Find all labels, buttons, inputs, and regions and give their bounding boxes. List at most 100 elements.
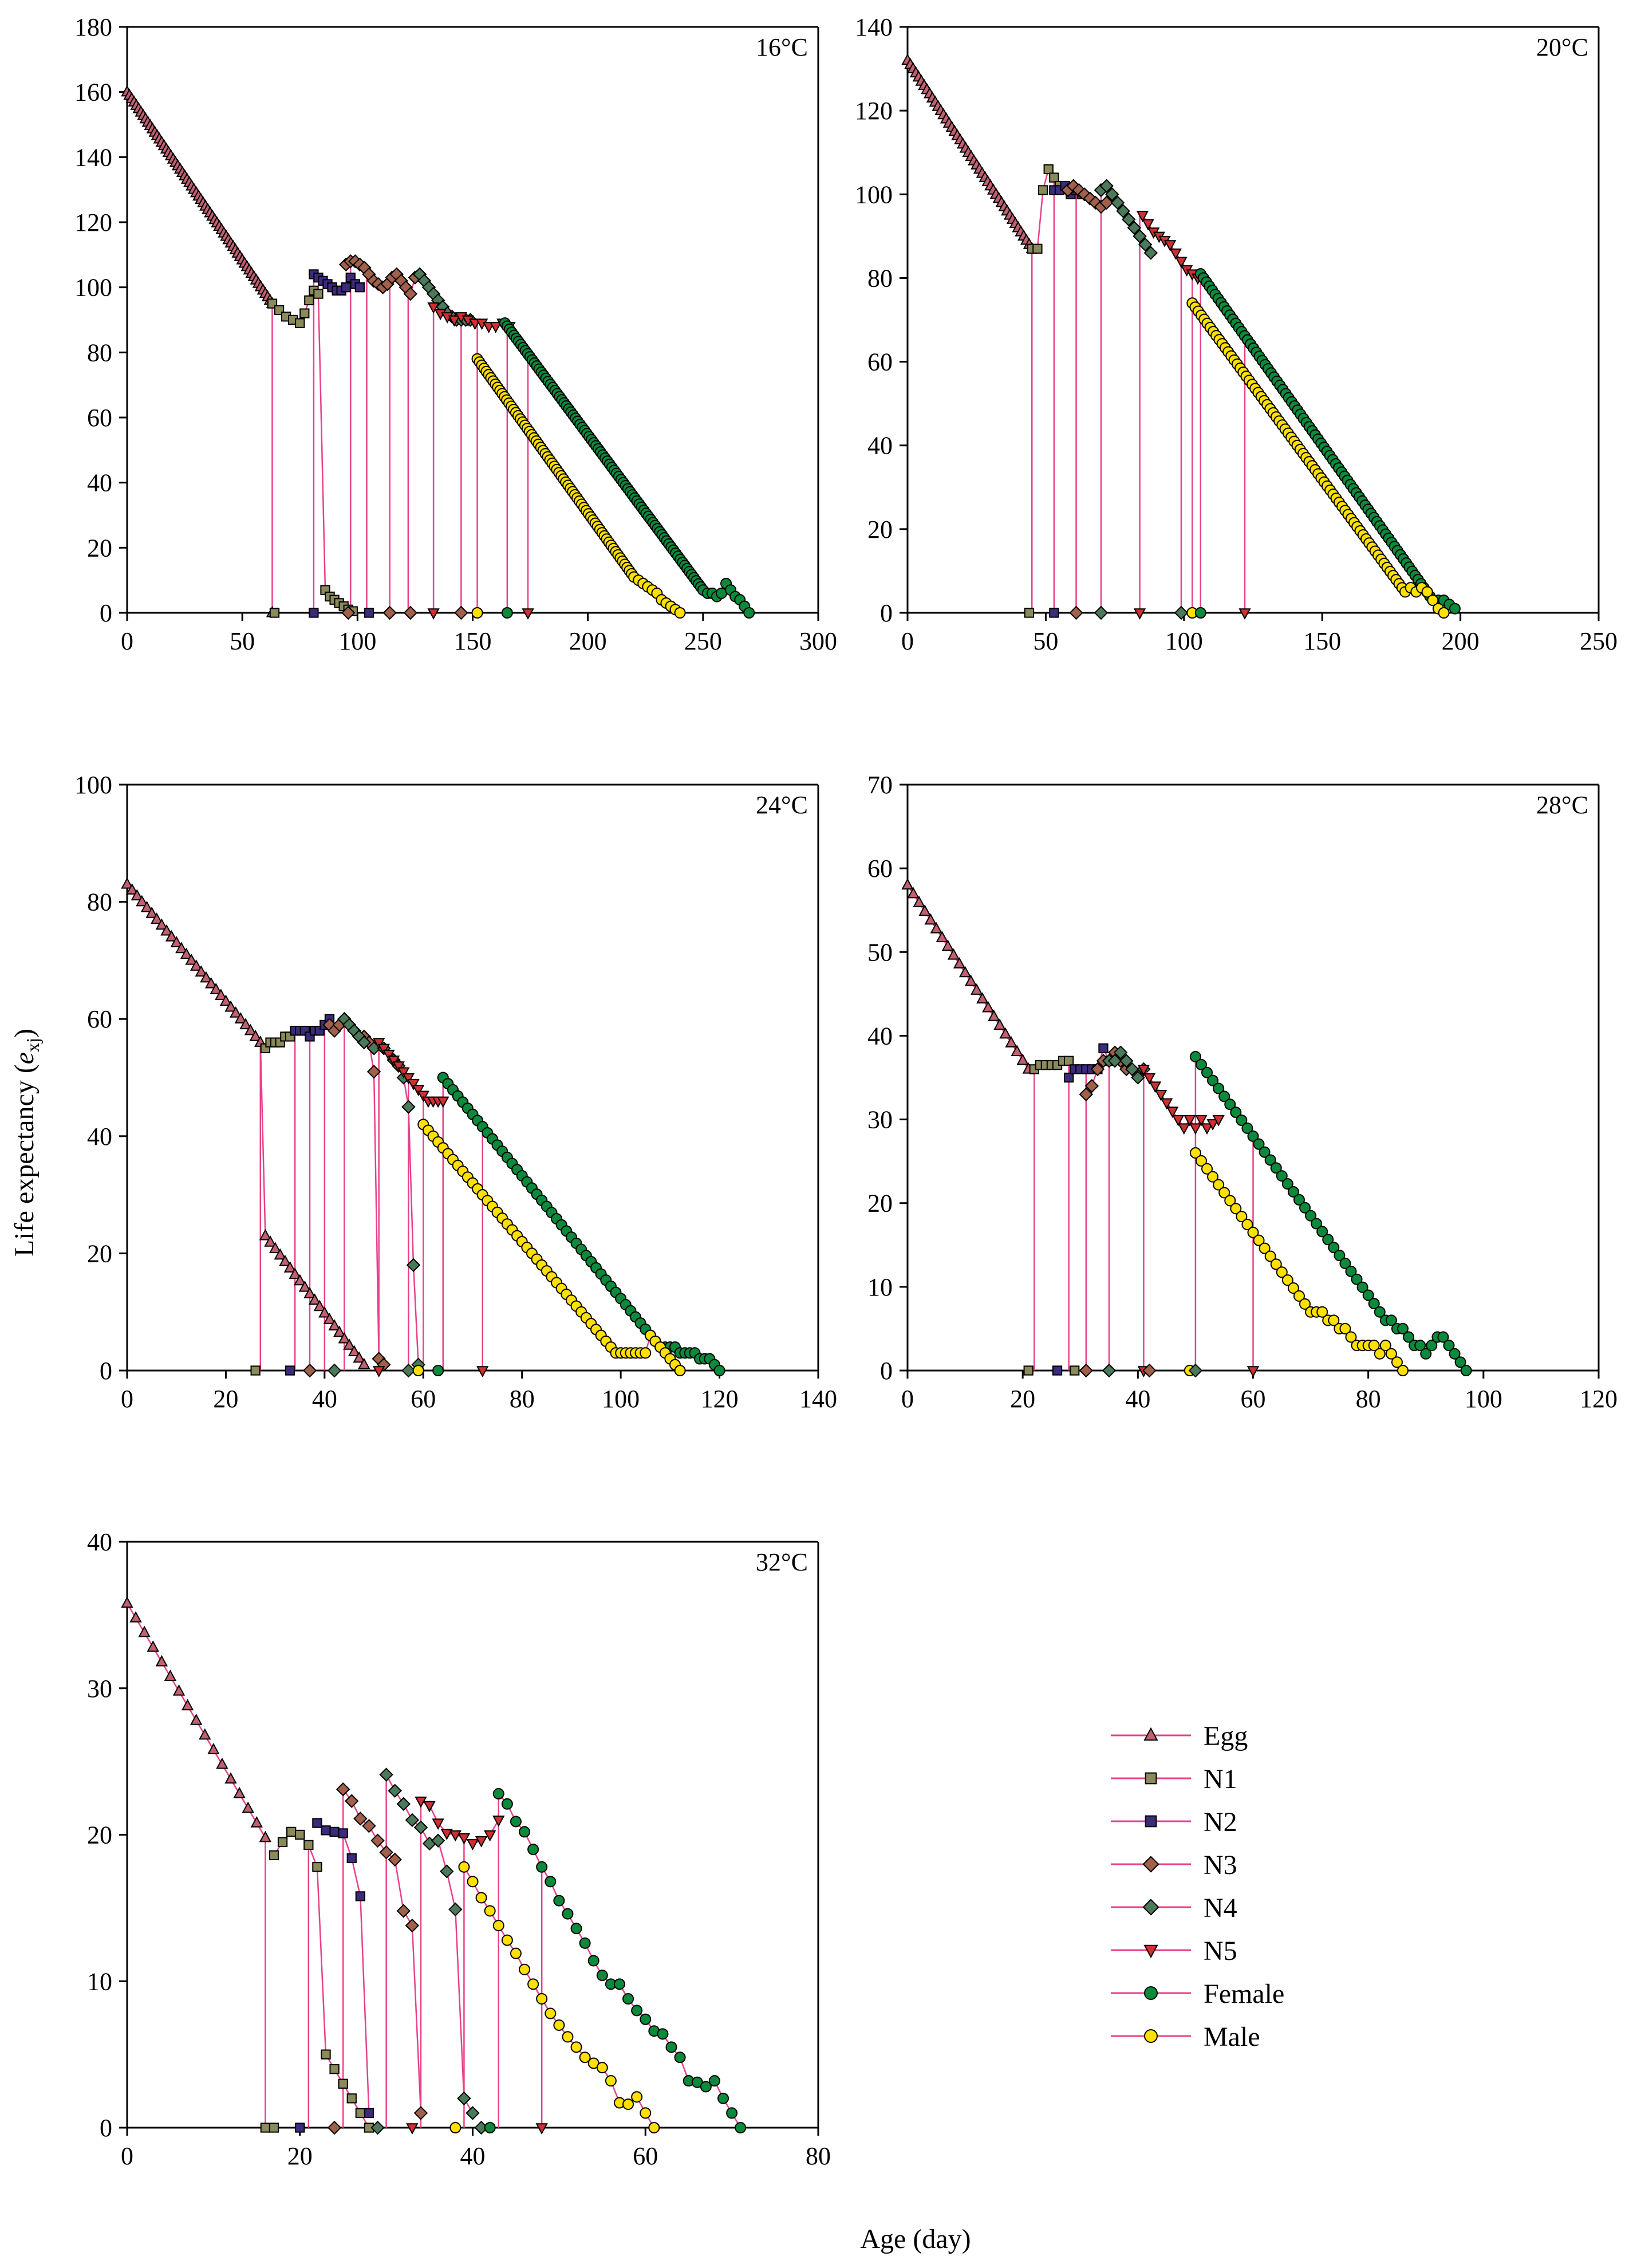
data-point: [1201, 1163, 1213, 1175]
data-point: [457, 1833, 471, 1845]
data-point: [432, 1818, 444, 1830]
data-point: [1247, 1226, 1259, 1238]
data-point: [279, 1254, 291, 1266]
data-point: [180, 947, 193, 959]
data-point: [346, 1853, 357, 1864]
data-point: [1032, 243, 1043, 254]
data-point: [165, 930, 178, 942]
zero-point: [269, 2123, 279, 2133]
stage-drop-lines: [1031, 178, 1246, 613]
data-point: [244, 1023, 257, 1035]
data-point: [1049, 172, 1059, 183]
data-point: [1088, 195, 1103, 210]
series-line: [271, 289, 353, 612]
data-point: [674, 2052, 686, 2064]
x-tick-label: 0: [901, 1385, 914, 1413]
data-point: [1420, 1348, 1432, 1360]
y-tick-label: 60: [867, 348, 893, 376]
y-tick-label: 140: [855, 13, 893, 41]
data-point: [1293, 1290, 1305, 1302]
y-tick-label: 80: [87, 338, 112, 367]
data-point: [406, 1258, 421, 1273]
temperature-label: 24°C: [756, 791, 808, 819]
data-point: [964, 974, 977, 986]
data-point: [131, 889, 143, 901]
data-point: [579, 2052, 591, 2064]
data-point: [674, 607, 686, 619]
data-point: [1038, 185, 1048, 195]
data-point: [971, 983, 983, 995]
x-tick-label: 20: [213, 1385, 238, 1413]
zero-point: [501, 607, 513, 619]
data-point: [1005, 1035, 1017, 1048]
zero-point: [1142, 1363, 1157, 1378]
data-point: [215, 989, 227, 1001]
data-point: [467, 1876, 479, 1888]
x-tick-label: 80: [1356, 1385, 1381, 1413]
data-point: [1105, 187, 1119, 202]
y-tick-label: 20: [867, 1190, 893, 1218]
data-point: [1099, 179, 1114, 193]
legend-item-n4: N4: [1111, 1893, 1237, 1923]
series-n1: [1027, 164, 1065, 254]
series-n4: [379, 1767, 480, 2120]
data-point: [377, 1044, 390, 1056]
data-point: [713, 1365, 725, 1376]
data-point: [553, 1895, 565, 1907]
data-point: [1079, 1087, 1094, 1101]
zero-point: [401, 1363, 416, 1378]
data-point: [492, 1920, 504, 1932]
data-point: [1122, 212, 1136, 227]
data-point: [1316, 1226, 1328, 1238]
data-point: [993, 1018, 1006, 1030]
zero-point: [250, 1365, 261, 1376]
data-point: [510, 1947, 522, 1959]
legend-item-egg: Egg: [1111, 1721, 1248, 1751]
temperature-label: 32°C: [756, 1548, 808, 1576]
legend-label: Egg: [1204, 1721, 1248, 1751]
data-point: [665, 2041, 677, 2053]
data-point: [1175, 257, 1188, 269]
zero-point: [1247, 1366, 1260, 1378]
series-n5: [1137, 1065, 1225, 1135]
y-tick-label: 30: [87, 1675, 112, 1703]
legend-label: N1: [1204, 1764, 1237, 1794]
data-point: [1116, 204, 1130, 218]
x-tick-label: 60: [633, 2142, 658, 2170]
data-point: [1385, 1314, 1397, 1326]
zero-point: [412, 1365, 424, 1376]
y-tick-label: 60: [87, 1005, 112, 1033]
data-point: [259, 1228, 272, 1241]
y-tick-label: 30: [867, 1106, 893, 1134]
zero-point: [432, 1365, 444, 1376]
data-point: [382, 1049, 395, 1061]
data-point: [286, 1826, 297, 1837]
zero-point: [403, 605, 418, 620]
zero-point: [427, 608, 440, 620]
data-point: [553, 2019, 565, 2031]
y-tick-label: 120: [74, 208, 112, 237]
data-point: [1166, 1107, 1179, 1118]
data-point: [313, 1300, 326, 1312]
data-point: [622, 1993, 634, 2005]
data-point: [1449, 1348, 1461, 1360]
data-point: [388, 1852, 402, 1867]
y-tick-label: 50: [867, 938, 893, 966]
data-point: [1137, 1065, 1150, 1076]
data-point: [427, 302, 440, 314]
series-n3: [1060, 179, 1114, 214]
data-point: [1253, 1234, 1265, 1246]
data-point: [1270, 1162, 1282, 1174]
chart-panel: 0 20 40 60 80 100 0 20 40 60 80 100 120 140 24°C: [74, 771, 837, 1413]
data-point: [170, 936, 183, 947]
series-n2: [312, 1818, 374, 2119]
data-point: [519, 1826, 531, 1838]
data-point: [1316, 1306, 1328, 1318]
legend-label: N3: [1204, 1850, 1237, 1880]
data-point: [1224, 1195, 1236, 1207]
legend-item-male: Male: [1111, 2022, 1260, 2052]
zero-point: [1238, 608, 1251, 620]
data-point: [303, 1286, 316, 1298]
